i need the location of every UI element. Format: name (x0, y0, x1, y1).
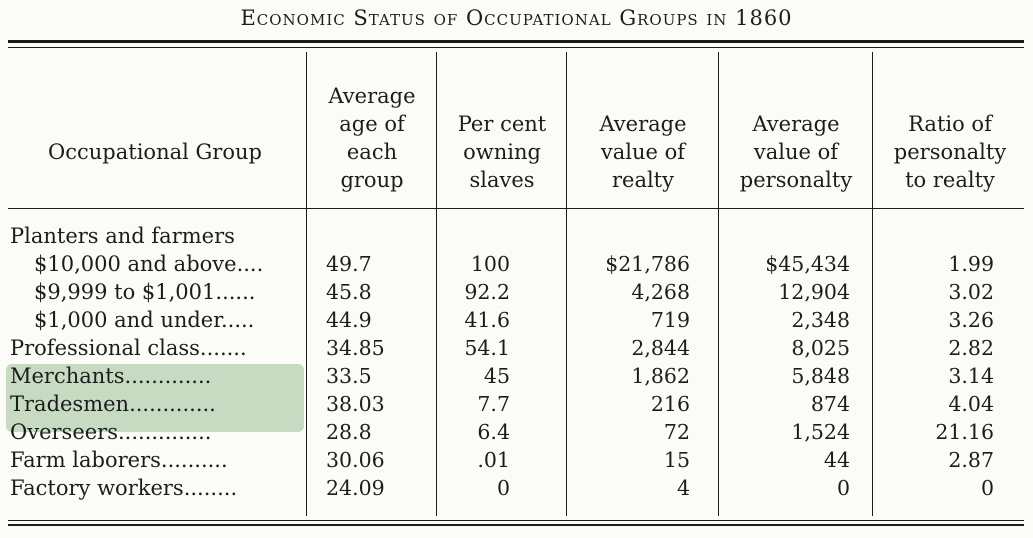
table-cell-slaves: 7.7 (477, 392, 510, 416)
header-ratio: Ratio of personalty to realty (874, 110, 1026, 194)
table-cell-personalty: 1,524 (791, 420, 850, 444)
table-row-label: $1,000 and under..... (34, 308, 255, 332)
header-rule (8, 208, 1024, 209)
table-cell-personalty: 8,025 (791, 336, 850, 360)
table-cell-personalty: 0 (836, 476, 850, 500)
header-slaves-text: Per cent owning slaves (457, 112, 547, 192)
table-cell-age: 49.7 (326, 252, 372, 276)
table-cell-realty: 15 (663, 448, 690, 472)
table-cell-ratio: 2.82 (948, 336, 994, 360)
highlight-band (6, 364, 304, 432)
bottom-rule-thin (8, 520, 1024, 521)
table-cell-age: 24.09 (326, 476, 385, 500)
table-cell-slaves: 6.4 (477, 420, 510, 444)
table-cell-ratio: 21.16 (935, 420, 994, 444)
table-cell-personalty: 2,348 (791, 308, 850, 332)
col-divider-1 (306, 52, 307, 516)
table-cell-ratio: 2.87 (948, 448, 994, 472)
table-cell-slaves: 41.6 (464, 308, 510, 332)
header-personalty-text: Average value of personalty (739, 112, 853, 192)
table-cell-realty: 72 (663, 420, 690, 444)
header-age-text: Average age of each group (328, 84, 416, 192)
table-cell-age: 45.8 (326, 280, 372, 304)
table-cell-slaves: 54.1 (464, 336, 510, 360)
table-cell-ratio: 4.04 (948, 392, 994, 416)
table-row-label: Professional class....... (10, 336, 247, 360)
table-title: Economic Status of Occupational Groups i… (240, 6, 793, 30)
table-cell-age: 38.03 (326, 392, 385, 416)
table-cell-age: 30.06 (326, 448, 385, 472)
table-cell-slaves: 0 (496, 476, 510, 500)
table-cell-slaves: 45 (483, 364, 510, 388)
table-row-label: Tradesmen............. (10, 392, 216, 416)
header-average-age: Average age of each group (308, 82, 436, 194)
table-cell-personalty: 12,904 (778, 280, 850, 304)
top-rule-thin (8, 47, 1024, 48)
table-cell-realty: 1,862 (631, 364, 690, 388)
table-cell-slaves: .01 (477, 448, 510, 472)
header-average-personalty: Average value of personalty (720, 110, 872, 194)
table-cell-slaves: 92.2 (464, 280, 510, 304)
table-cell-age: 34.85 (326, 336, 385, 360)
header-occupational-group: Occupational Group (10, 138, 300, 166)
table-cell-realty: 2,844 (631, 336, 690, 360)
table-cell-age: 44.9 (326, 308, 372, 332)
table-cell-age: 28.8 (326, 420, 372, 444)
top-rule-thick (8, 40, 1024, 43)
table-row-label: $9,999 to $1,001...... (34, 280, 256, 304)
table-cell-age: 33.5 (326, 364, 372, 388)
header-realty-text: Average value of realty (599, 112, 687, 192)
table-row-label: Merchants............. (10, 364, 212, 388)
table-cell-realty: 4 (676, 476, 690, 500)
col-divider-4 (718, 52, 719, 516)
header-group-text: Occupational Group (48, 140, 262, 164)
table-cell-ratio: 3.02 (948, 280, 994, 304)
table-cell-ratio: 1.99 (948, 252, 994, 276)
table-cell-slaves: 100 (470, 252, 510, 276)
table-cell-ratio: 3.26 (948, 308, 994, 332)
header-percent-owning-slaves: Per cent owning slaves (438, 110, 566, 194)
table-row-label: Overseers.............. (10, 420, 212, 444)
table-cell-realty: $21,786 (605, 252, 690, 276)
header-ratio-text: Ratio of personalty to realty (893, 112, 1007, 192)
table-row-label: Farm laborers.......... (10, 448, 228, 472)
col-divider-5 (872, 52, 873, 516)
table-cell-ratio: 3.14 (948, 364, 994, 388)
col-divider-3 (566, 52, 567, 516)
col-divider-2 (436, 52, 437, 516)
table-cell-realty: 4,268 (631, 280, 690, 304)
table-row-label: Factory workers........ (10, 476, 238, 500)
table-cell-personalty: 874 (810, 392, 850, 416)
table-cell-personalty: 5,848 (791, 364, 850, 388)
table-cell-realty: 719 (650, 308, 690, 332)
table-row-label: $10,000 and above.... (34, 252, 264, 276)
table-cell-ratio: 0 (980, 476, 994, 500)
header-average-realty: Average value of realty (568, 110, 718, 194)
table-cell-realty: 216 (650, 392, 690, 416)
table-cell-personalty: 44 (823, 448, 850, 472)
group-heading-planters: Planters and farmers (10, 224, 235, 248)
table-cell-personalty: $45,434 (765, 252, 850, 276)
bottom-rule-thick (8, 524, 1024, 526)
